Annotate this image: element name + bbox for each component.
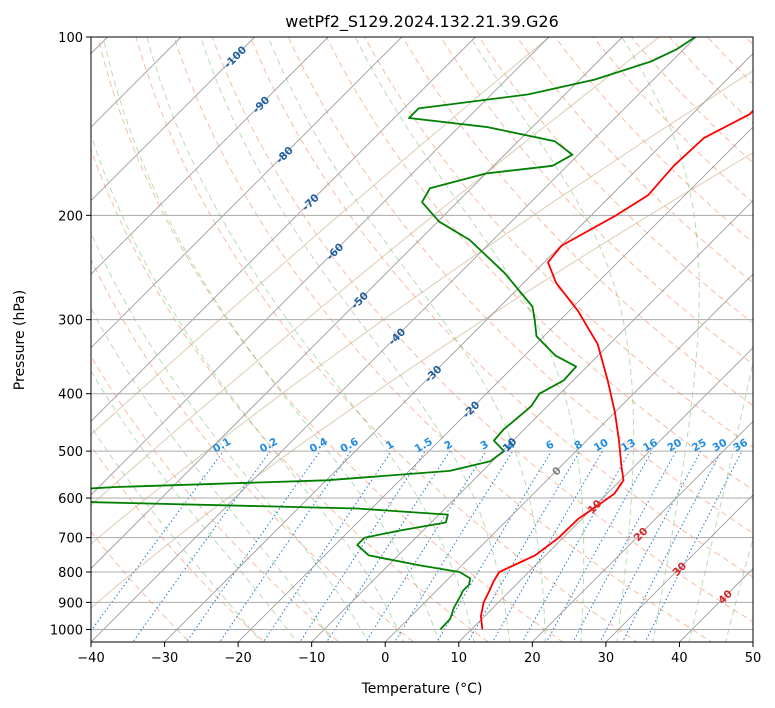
y-tick-label: 200 [58,209,83,224]
isotherm-line [532,420,753,642]
moist-adiabat [267,37,546,642]
x-tick-label: 0 [381,651,389,666]
isotherm-line [605,494,753,642]
dry-adiabat [516,37,753,284]
moist-adiabat [102,37,440,642]
dry-adiabat [97,37,564,642]
x-tick-label: 40 [671,651,688,666]
y-axis: 1000 900 800 700 600 500 400 300 200 100 [50,31,91,638]
grid-lines [91,37,753,642]
moist-adiabat [354,37,585,642]
dry-adiabat [325,37,753,491]
tan-curve [91,37,660,506]
y-axis-label: Pressure (hPa) [12,290,28,390]
y-tick-label: 700 [58,532,83,547]
moist-adiabat [621,37,700,642]
isotherm-line [458,347,753,642]
y-tick-label: 400 [58,388,83,403]
moist-adiabat [469,37,635,642]
y-tick-label: 800 [58,566,83,581]
dry-adiabat [91,445,265,642]
isotherm-line [91,37,255,202]
x-tick-label: 50 [745,651,762,666]
sounding-series [91,37,753,631]
dry-adiabat [249,37,753,578]
isotherm-line [384,273,753,642]
isotherm-line [91,37,329,275]
x-tick-label: −20 [224,651,251,666]
y-tick-label: 500 [58,445,83,460]
x-tick-label: −10 [298,651,325,666]
x-tick-label: 10 [451,651,468,666]
dry-adiabat [91,355,340,642]
isotherm-line [91,37,623,570]
temperature-line [480,109,753,630]
isotherm-line [91,37,476,422]
isotherm-line [91,37,403,349]
dry-adiabat [135,37,639,642]
x-axis: −40 −30 −20 −10 0 10 20 30 40 50 [77,642,761,666]
moist-adiabat [91,307,334,642]
dry-adiabat [173,37,713,642]
y-tick-label: 600 [58,492,83,507]
dry-adiabat [91,258,415,642]
y-tick-label: 1000 [50,623,83,638]
y-tick-label: 100 [58,31,83,46]
x-tick-label: 20 [524,651,541,666]
isotherm-line [164,52,753,642]
moist-adiabat [725,536,753,642]
x-tick-label: −40 [77,651,104,666]
tan-curve [91,37,550,436]
isotherm-line [91,37,550,496]
y-tick-label: 300 [58,314,83,329]
x-tick-label: 30 [598,651,615,666]
moist-adiabat [146,37,475,642]
tan-curve [91,70,753,545]
plot-frame [90,36,754,643]
x-axis-label: Temperature (°C) [361,681,483,697]
dry-adiabat [211,37,753,623]
dry-adiabat [364,37,753,449]
dry-adiabat [402,37,753,407]
tan-curve [91,152,753,609]
chart-title: wetPf2_S129.2024.132.21.39.G26 [285,12,559,32]
y-tick-label: 900 [58,596,83,611]
x-tick-label: −30 [151,651,178,666]
dry-adiabat [91,148,489,642]
dry-adiabat [91,531,191,642]
dewpoint-line [91,37,696,631]
isotherm-line [311,200,753,642]
isotherm-line [91,37,697,642]
